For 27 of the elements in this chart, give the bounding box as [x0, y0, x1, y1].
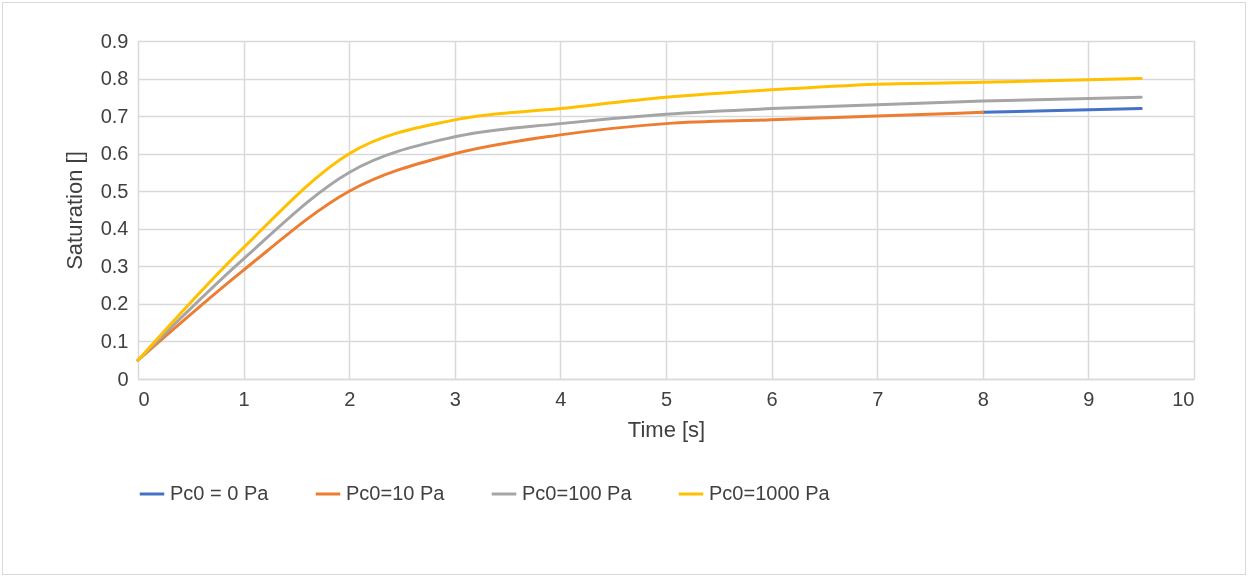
x-tick-label: 1: [238, 387, 250, 410]
legend-label: Pc0=1000 Pa: [709, 482, 831, 504]
x-tick-label: 7: [872, 387, 884, 410]
x-tick-label: 5: [660, 387, 673, 410]
x-tick-label: 4: [555, 387, 567, 410]
x-tick-label: 2: [344, 387, 356, 410]
legend-label: Pc0 = 0 Pa: [170, 482, 270, 504]
x-axis-title: Time [s]: [627, 416, 706, 442]
y-tick-label: 0.4: [100, 217, 129, 240]
y-tick-label: 0.9: [100, 29, 129, 52]
x-tick-label: 3: [449, 387, 461, 410]
y-tick-label: 0.8: [100, 67, 129, 90]
y-tick-label: 0.6: [100, 142, 129, 165]
x-tick-label: 8: [977, 387, 989, 410]
x-tick-label: 10: [1172, 387, 1195, 410]
x-tick-label: 9: [1083, 387, 1095, 410]
legend-label: Pc0=10 Pa: [346, 482, 446, 504]
y-tick-label: 0.2: [100, 292, 129, 315]
x-tick-label: 0: [138, 387, 150, 410]
x-tick-label: 6: [766, 387, 778, 410]
y-tick-label: 0.1: [100, 329, 129, 352]
y-axis-title: Saturation []: [61, 151, 87, 270]
y-tick-label: 0.5: [100, 179, 129, 202]
y-tick-label: 0: [117, 367, 129, 390]
y-tick-label: 0.3: [100, 254, 129, 277]
y-tick-label: 0.7: [100, 104, 129, 127]
legend-label: Pc0=100 Pa: [522, 482, 633, 504]
